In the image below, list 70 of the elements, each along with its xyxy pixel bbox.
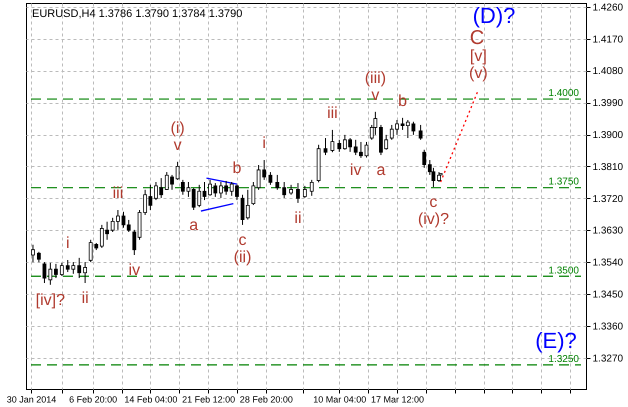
annotation: (iv)?	[418, 210, 450, 228]
candlestick	[337, 139, 342, 152]
annotation: c	[429, 194, 438, 211]
candlestick	[31, 244, 35, 263]
x-tick-label: 21 Feb 12:00	[182, 394, 236, 404]
candlestick	[268, 172, 272, 186]
annotation: c	[238, 232, 247, 249]
annotation: iii	[327, 104, 338, 122]
annotation: (i)	[170, 120, 185, 137]
candlestick	[42, 262, 46, 284]
annotation: iv	[350, 162, 362, 180]
candlestick	[60, 262, 64, 276]
annotation: ii	[82, 290, 89, 308]
annotation: b	[232, 160, 242, 177]
chart-title: EURUSD,H4 1.3786 1.3790 1.3784 1.3790	[32, 8, 242, 20]
candlestick	[275, 174, 280, 190]
y-tick-label: 1.3900	[592, 130, 624, 141]
candlestick	[77, 257, 82, 279]
annotation: (E)?	[535, 328, 577, 353]
candlestick	[282, 182, 286, 198]
candlestick	[324, 138, 328, 156]
x-tick-label: 28 Feb 20:00	[240, 394, 293, 404]
candlestick	[330, 129, 334, 153]
candlestick	[418, 124, 423, 140]
candlestick	[262, 160, 266, 180]
x-tick-label: 17 Mar 12:00	[370, 394, 424, 404]
x-tick-label: 10 Mar 04:00	[313, 394, 366, 404]
y-tick-label: 1.3720	[592, 194, 624, 205]
x-tick-label: 30 Jan 2014	[6, 394, 56, 404]
candlestick	[180, 179, 185, 196]
annotation: i	[66, 234, 70, 252]
annotation: iv	[128, 262, 140, 280]
candlestick	[36, 251, 41, 263]
y-tick-label: 1.4170	[592, 34, 624, 46]
x-tick-label: 14 Feb 04:00	[124, 394, 178, 404]
candlestick	[302, 185, 307, 198]
y-tick-label: 1.3270	[592, 353, 624, 364]
ref-line-label: 1.3750	[548, 176, 580, 188]
candlestick	[296, 182, 300, 204]
y-tick-label: 1.4260	[592, 2, 624, 14]
annotation: (iii)	[364, 70, 386, 87]
annotation: [v]	[470, 48, 487, 65]
y-tick-label: 1.3810	[592, 162, 624, 173]
candlestick	[83, 262, 88, 284]
annotation: (ii)	[234, 248, 252, 266]
annotation: (D)?	[472, 3, 516, 28]
annotation: i	[262, 135, 266, 152]
y-tick-label: 1.3540	[592, 258, 624, 269]
y-tick-label: 1.3360	[592, 321, 624, 332]
annotation: v	[174, 136, 182, 154]
ref-line-label: 1.4000	[548, 88, 580, 100]
x-tick-label: 6 Feb 20:00	[69, 394, 118, 404]
annotation: a	[189, 217, 198, 234]
candlestick	[88, 239, 93, 263]
annotation: a	[376, 162, 386, 180]
y-tick-label: 1.3630	[592, 226, 624, 237]
candlestick	[422, 149, 426, 168]
y-tick-label: 1.3450	[592, 290, 624, 301]
annotation: (v)	[469, 64, 488, 82]
ref-line-label: 1.3500	[548, 265, 580, 276]
annotation: iii	[112, 185, 124, 202]
ref-line-label: 1.3250	[548, 354, 580, 365]
candlestick	[412, 121, 416, 136]
annotation: C	[470, 27, 484, 49]
candlestick	[289, 184, 293, 196]
y-tick-label: 1.4080	[592, 66, 624, 78]
annotation: ii	[294, 210, 302, 227]
candlestick	[310, 179, 314, 196]
y-tick-label: 1.3990	[592, 98, 624, 110]
annotation: [iv]?	[36, 292, 66, 309]
